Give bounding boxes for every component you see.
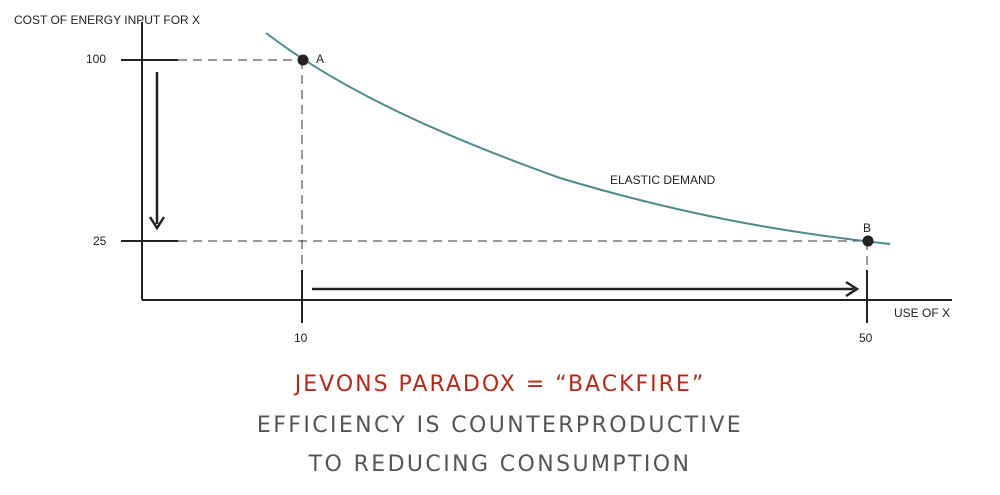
x-tick-label-10: 10 [294,331,308,345]
x-axis-title: USE OF X [894,306,951,320]
y-tick-label-100: 100 [86,52,107,66]
caption-line-2: TO REDUCING CONSUMPTION [308,452,692,477]
cost-drop-arrow-head [148,216,166,231]
point-b-marker [862,235,874,247]
y-axis-title: COST OF ENERGY INPUT FOR X [14,13,201,27]
use-increase-arrow-head [845,280,860,298]
y-tick-label-25: 25 [93,234,107,248]
headline: JEVONS PARADOX = “BACKFIRE” [294,372,706,397]
caption-line-1: EFFICIENCY IS COUNTERPRODUCTIVE [256,413,744,438]
elastic-demand-curve [265,32,891,245]
x-tick-label-50: 50 [859,331,873,345]
diagram-canvas [121,22,952,323]
point-a-marker [297,54,309,66]
point-a-label: A [316,52,325,66]
curve-label: ELASTIC DEMAND [610,173,716,187]
point-b-label: B [863,221,872,235]
